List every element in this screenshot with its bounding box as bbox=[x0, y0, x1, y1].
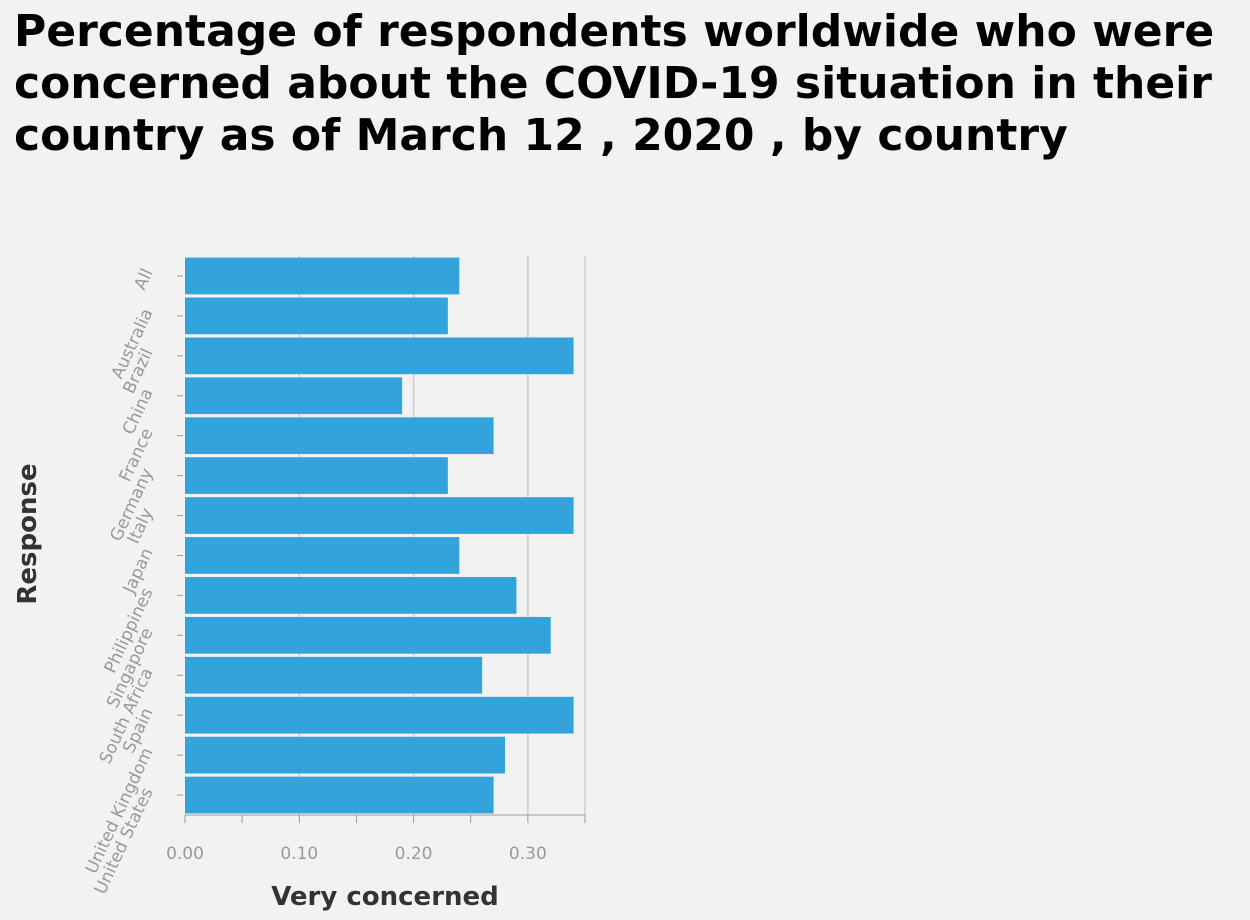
bars bbox=[185, 257, 574, 814]
y-axis-title: Response bbox=[13, 463, 43, 604]
x-tick-label: 0.20 bbox=[395, 844, 433, 864]
chart-title: Percentage of respondents worldwide who … bbox=[14, 6, 1215, 161]
bar-south-africa bbox=[185, 656, 483, 694]
bar-australia bbox=[185, 297, 448, 335]
bar-france bbox=[185, 417, 494, 455]
x-tick-label: 0.00 bbox=[166, 844, 204, 864]
bar-united-kingdom bbox=[185, 736, 505, 774]
x-axis-title: Very concerned bbox=[271, 882, 499, 912]
bar-germany bbox=[185, 457, 448, 494]
x-tick-label: 0.30 bbox=[509, 844, 547, 864]
bar-all bbox=[185, 257, 460, 295]
bar-philippines bbox=[185, 577, 517, 614]
bar-brazil bbox=[185, 337, 574, 375]
bar-spain bbox=[185, 696, 574, 734]
bar-italy bbox=[185, 497, 574, 534]
x-tick-label: 0.10 bbox=[280, 844, 318, 864]
bar-singapore bbox=[185, 616, 551, 654]
bar-china bbox=[185, 377, 403, 415]
y-tick-label: All bbox=[130, 266, 157, 294]
bar-united-states bbox=[185, 776, 494, 814]
bar-japan bbox=[185, 537, 460, 574]
